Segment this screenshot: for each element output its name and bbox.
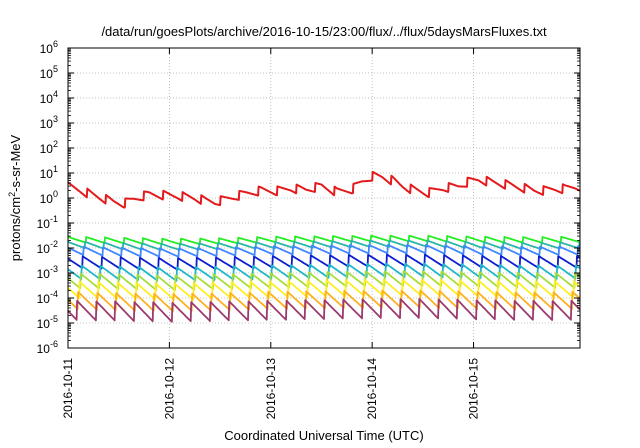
series-layer bbox=[67, 170, 581, 323]
y-tick-label: 10-2 bbox=[37, 239, 58, 256]
x-tick-label: 2016-10-13 bbox=[264, 358, 278, 420]
x-tick-label: 2016-10-11 bbox=[61, 358, 75, 419]
y-axis-label-rest: -s-sr-MeV bbox=[8, 134, 23, 191]
series-line bbox=[67, 253, 581, 271]
series-line bbox=[67, 239, 581, 251]
x-tick-label: 2016-10-15 bbox=[467, 358, 481, 420]
series-line bbox=[67, 234, 581, 246]
y-tick-label: 10-1 bbox=[37, 214, 58, 231]
y-tick-label: 103 bbox=[40, 114, 58, 131]
x-tick-label: 2016-10-14 bbox=[365, 358, 379, 420]
y-tick-label: 10-6 bbox=[37, 339, 58, 356]
y-tick-label: 105 bbox=[40, 64, 58, 81]
y-tick-label: 101 bbox=[40, 164, 58, 181]
series-line bbox=[67, 270, 581, 291]
series-line bbox=[67, 297, 581, 323]
y-tick-label: 104 bbox=[40, 89, 58, 106]
x-axis-ticks: 2016-10-11 2016-10-12 2016-10-13 2016-10-14… bbox=[61, 48, 481, 419]
y-axis-label-sup: 2 bbox=[7, 192, 17, 197]
y-axis-label: protons/cm2-s-sr-MeV bbox=[7, 134, 23, 261]
y-tick-label: 102 bbox=[40, 139, 58, 156]
y-tick-label: 10-4 bbox=[37, 289, 58, 306]
chart-title: /data/run/goesPlots/archive/2016-10-15/2… bbox=[101, 24, 547, 39]
x-axis-label: Coordinated Universal Time (UTC) bbox=[224, 428, 423, 443]
series-line bbox=[67, 262, 581, 282]
y-tick-label: 100 bbox=[40, 189, 58, 206]
y-tick-label: 10-3 bbox=[37, 264, 58, 281]
grid-lines bbox=[68, 48, 580, 348]
x-tick-label: 2016-10-12 bbox=[162, 358, 176, 420]
y-axis-label-main: protons/cm bbox=[8, 197, 23, 261]
series-line bbox=[67, 243, 581, 258]
y-tick-label: 106 bbox=[40, 39, 58, 56]
y-axis-ticks: 10-6 10-5 10-4 10-3 10-2 10-1 100 101 102 103 104 1… bbox=[37, 39, 580, 356]
series-line bbox=[67, 278, 581, 301]
y-tick-label: 10-5 bbox=[37, 314, 58, 331]
series-line bbox=[67, 170, 581, 209]
